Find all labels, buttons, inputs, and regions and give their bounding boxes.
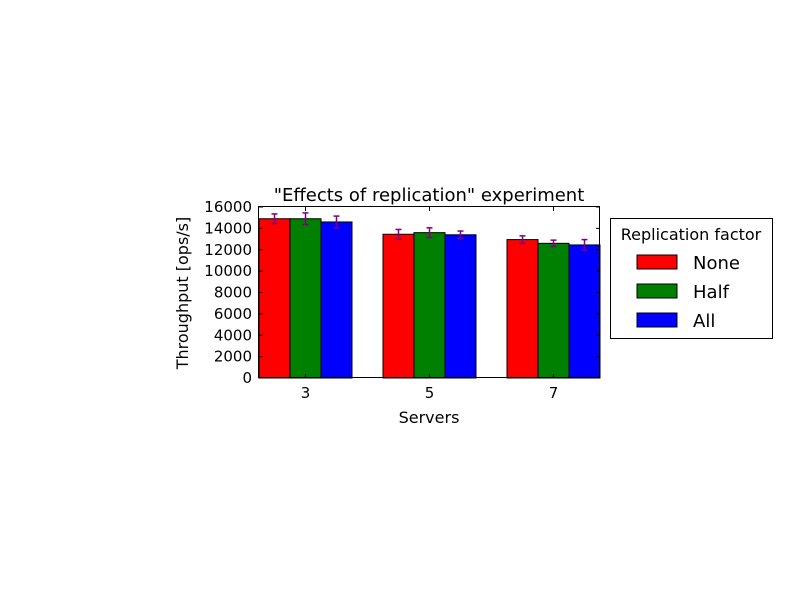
errorbar-all-3	[333, 215, 340, 229]
y-tick-label: 10000	[204, 262, 252, 280]
x-tick-label-5: 5	[425, 384, 435, 402]
x-tick-label-7: 7	[549, 384, 559, 402]
bar-none-3	[258, 218, 291, 379]
bar-half-3	[289, 218, 322, 379]
y-tick-label: 4000	[214, 326, 252, 344]
y-tick-label: 6000	[214, 305, 252, 323]
bar-none-5	[382, 233, 415, 379]
chart-title: "Effects of replication" experiment	[274, 185, 585, 206]
bar-half-5	[413, 232, 446, 379]
legend-label-half: Half	[693, 282, 730, 303]
x-axis: 3 5 7	[301, 207, 559, 402]
errorbar-half-3	[302, 212, 309, 226]
errorbar-half-5	[426, 227, 433, 239]
errorbar-half-7	[550, 239, 557, 248]
errorbars-group	[271, 212, 588, 252]
errorbar-none-3	[271, 213, 278, 225]
y-tick-label: 14000	[204, 219, 252, 237]
errorbar-none-5	[395, 228, 402, 240]
legend: Replication factor None Half All	[610, 218, 773, 339]
y-axis-label: Throughput [ops/s]	[173, 217, 192, 371]
bar-all-3	[320, 221, 353, 379]
legend-swatch-none	[636, 254, 678, 270]
y-tick-label: 16000	[204, 198, 252, 216]
legend-label-all: All	[693, 311, 715, 332]
errorbar-all-7	[581, 238, 588, 252]
bar-all-7	[568, 244, 601, 379]
bar-all-5	[444, 234, 477, 379]
y-axis: 0 2000 4000 6000 8000 10000 12000 14000 16000	[204, 198, 600, 387]
legend-swatch-half	[636, 283, 678, 299]
legend-label-none: None	[693, 253, 740, 274]
y-tick-label: 0	[242, 369, 252, 387]
y-tick-label: 2000	[214, 348, 252, 366]
bars-group	[258, 218, 601, 379]
bar-half-7	[537, 242, 570, 379]
bar-none-7	[506, 239, 539, 379]
legend-swatch-all	[636, 312, 678, 328]
y-tick-label: 8000	[214, 284, 252, 302]
errorbar-all-5	[457, 230, 464, 240]
y-tick-label: 12000	[204, 241, 252, 259]
x-axis-label: Servers	[399, 408, 460, 427]
errorbar-none-7	[519, 235, 526, 245]
legend-items: None Half All	[636, 253, 740, 332]
x-tick-label-3: 3	[301, 384, 311, 402]
legend-title: Replication factor	[621, 225, 762, 244]
